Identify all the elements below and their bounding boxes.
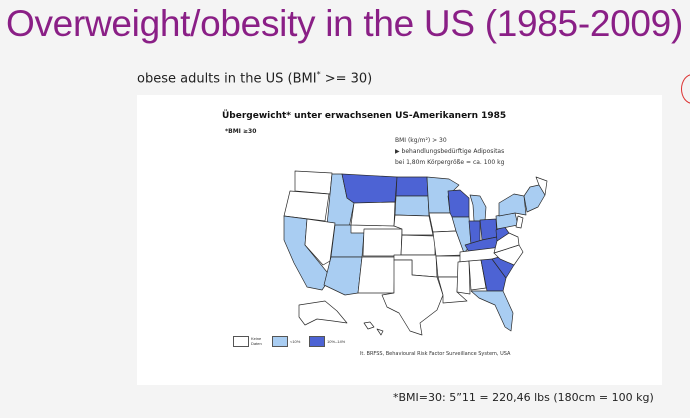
state-ms xyxy=(456,260,471,295)
state-sd xyxy=(394,195,430,217)
slide-footnote: *BMI=30: 5”11 = 220,46 lbs (180cm = 100 … xyxy=(393,391,654,404)
state-al xyxy=(468,259,487,291)
legend-label-high: 10%–14% xyxy=(327,339,346,344)
legend-line-3: bei 1,80m Körpergröße = ca. 100 kg xyxy=(395,159,505,166)
state-nv xyxy=(304,218,336,266)
state-oh xyxy=(479,218,498,241)
legend-label-low: <10% xyxy=(290,339,301,344)
state-me xyxy=(535,176,548,196)
state-wa xyxy=(294,170,333,195)
figure-title: Übergewicht* unter erwachsenen US-Amerik… xyxy=(222,111,507,121)
figure-legend-text: BMI (kg/m²) > 30 ▶ behandlungsbedürftige… xyxy=(395,135,504,168)
subtitle-end: >= 30) xyxy=(320,71,373,87)
legend-swatch-low xyxy=(272,336,288,347)
legend-swatch-high xyxy=(309,336,325,347)
decorative-arc xyxy=(681,74,690,104)
state-tx xyxy=(381,259,444,336)
legend-line-1: BMI (kg/m²) > 30 xyxy=(395,137,447,144)
slide-subtitle: obese adults in the US (BMI* >= 30) xyxy=(137,70,372,86)
state-wi xyxy=(447,189,470,218)
us-obesity-map xyxy=(283,170,548,336)
state-hi-2 xyxy=(376,328,384,336)
state-ar xyxy=(435,255,462,278)
state-nd xyxy=(395,176,429,197)
subtitle-text: obese adults in the US (BMI xyxy=(137,71,317,87)
state-nm xyxy=(357,256,396,294)
state-mt xyxy=(341,173,398,204)
state-mi xyxy=(469,194,487,222)
state-or xyxy=(283,190,330,222)
state-co xyxy=(362,228,403,257)
state-wy xyxy=(350,201,396,227)
state-az xyxy=(323,256,363,296)
map-figure: Übergewicht* unter erwachsenen US-Amerik… xyxy=(137,95,662,385)
state-ga xyxy=(480,258,507,292)
state-ks xyxy=(400,234,436,256)
figure-bmi-note: *BMI ≥30 xyxy=(225,128,257,135)
state-hi xyxy=(363,321,375,330)
figure-source: lt. BRFSS, Behavioural Risk Factor Surve… xyxy=(360,351,511,357)
state-ut xyxy=(330,224,365,258)
subtitle-asterisk: * xyxy=(316,70,321,79)
state-ak xyxy=(298,300,348,326)
legend-label-no-data: Keine Daten xyxy=(251,336,262,346)
legend-line-2: ▶ behandlungsbedürftige Adipositas xyxy=(395,148,505,155)
slide-title: Overweight/obesity in the US (1985-2009) xyxy=(6,3,683,44)
state-nj xyxy=(515,215,524,229)
legend-swatch-no-data xyxy=(233,336,249,347)
state-fl xyxy=(470,290,514,332)
state-ny xyxy=(498,193,527,217)
